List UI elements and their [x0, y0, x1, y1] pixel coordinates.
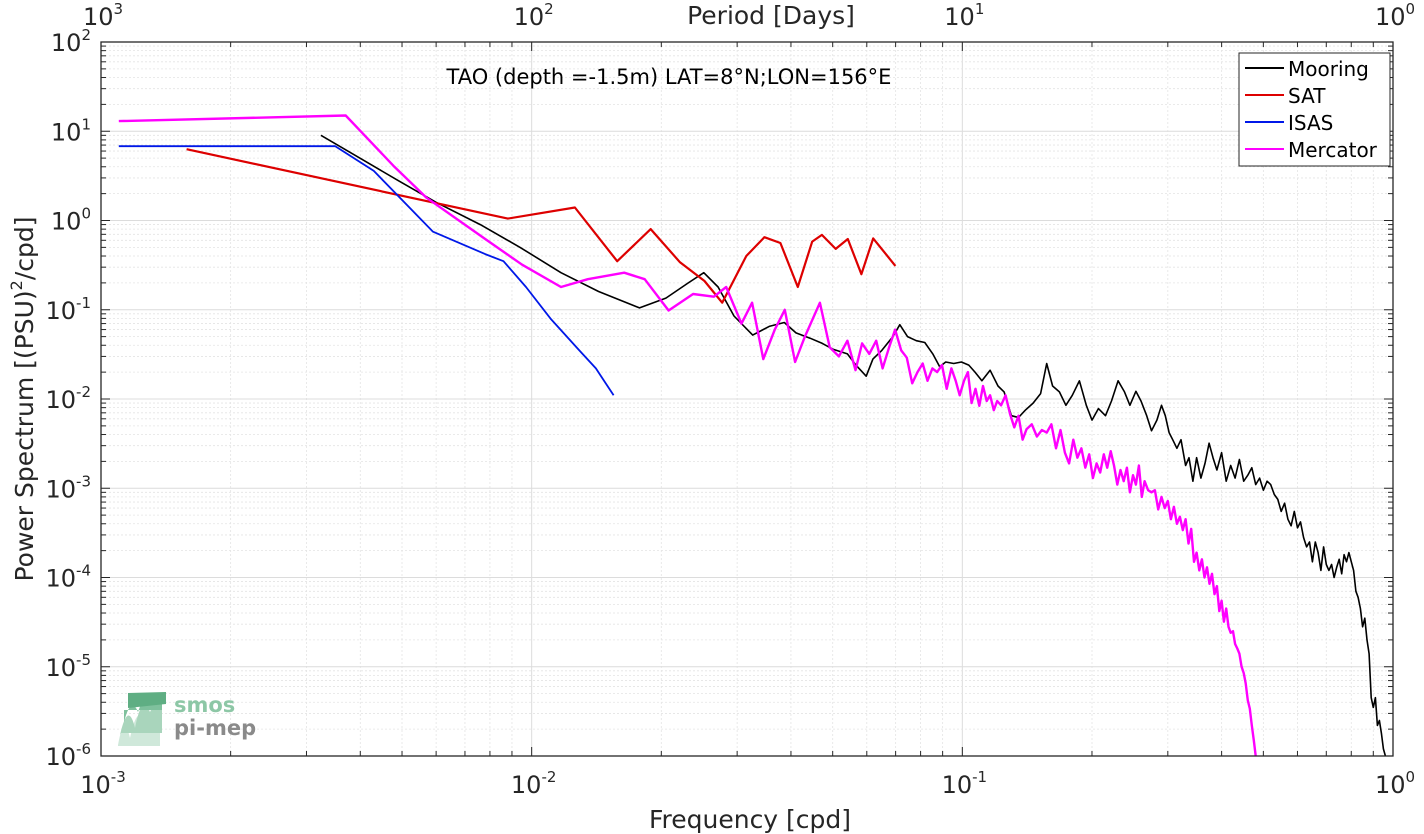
series-line-mercator [118, 114, 1257, 756]
x-tick-label: 10-1 [942, 768, 988, 799]
top-axis-label: Period [Days] [687, 1, 855, 30]
y-tick-label: 10-2 [45, 383, 91, 414]
legend: Mooring SAT ISAS Mercator [1238, 52, 1391, 167]
grid [100, 42, 1394, 757]
y-tick-label: 10-4 [45, 562, 91, 593]
x-tick-label: 10-3 [80, 768, 126, 799]
top-tick-label: 101 [944, 0, 984, 31]
series-line-isas [118, 145, 615, 396]
y-axis-label: Power Spectrum [(PSU)2/cpd] [7, 217, 39, 582]
top-tick-label: 100 [1375, 0, 1415, 31]
legend-label-mercator: Mercator [1288, 138, 1378, 162]
y-tick-label: 10-6 [45, 740, 91, 771]
y-tick-label: 100 [51, 205, 91, 236]
logo-text-smos: smos [174, 693, 235, 717]
y-axis-label-main: Power Spectrum [(PSU) [10, 290, 39, 581]
smos-pimep-logo: smos pi-mep [118, 692, 256, 746]
x-tick-label: 10-2 [511, 768, 557, 799]
x-tick-label: 100 [1375, 768, 1415, 799]
series-line-sat [186, 148, 897, 304]
legend-label-mooring: Mooring [1288, 57, 1369, 81]
y-tick-label: 10-5 [45, 651, 91, 682]
logo-waves-icon [118, 692, 166, 746]
legend-label-sat: SAT [1288, 84, 1326, 108]
y-axis-label-tail: /cpd] [10, 217, 39, 281]
legend-label-isas: ISAS [1288, 111, 1333, 135]
top-tick-label: 102 [514, 0, 554, 31]
series-layer [118, 114, 1387, 756]
y-tick-label: 101 [51, 115, 91, 146]
ticks [100, 42, 1393, 757]
tick-labels: 10-3 10-2 10-1 100 10-6 10-5 10-4 10-3 10-2 10-1 1… [45, 0, 1415, 799]
y-tick-label: 10-3 [45, 472, 91, 503]
legend-box [1238, 52, 1391, 167]
y-axis-label-sup: 2 [7, 280, 26, 290]
y-tick-label: 10-1 [45, 294, 91, 325]
x-axis-label: Frequency [cpd] [649, 805, 851, 834]
top-tick-label: 103 [83, 0, 123, 31]
series-line-mooring [320, 134, 1387, 756]
chart-title: TAO (depth =-1.5m) LAT=8°N;LON=156°E [446, 65, 892, 89]
y-tick-label: 102 [51, 26, 91, 57]
logo-text-pimep: pi-mep [174, 716, 256, 740]
